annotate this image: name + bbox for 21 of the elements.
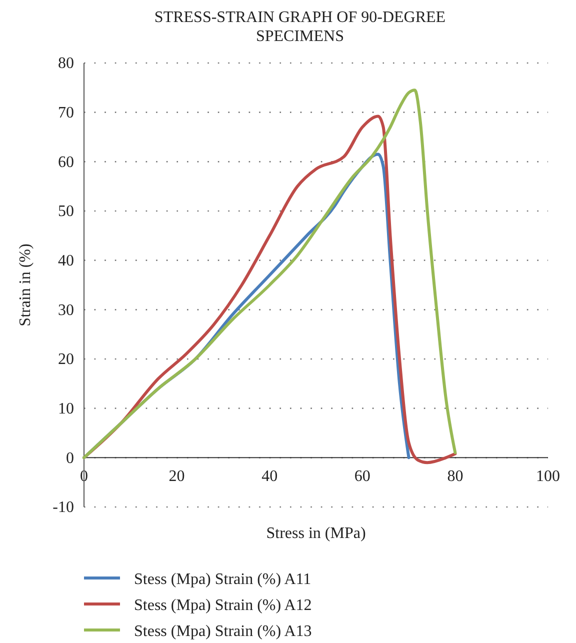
x-tick-label: 40 [262, 468, 278, 486]
legend-label: Stess (Mpa) Strain (%) A12 [134, 597, 312, 614]
y-tick-label: 50 [58, 203, 74, 220]
x-tick-label: 20 [168, 468, 185, 486]
x-tick-label: 80 [447, 468, 464, 486]
y-tick-label: 10 [58, 400, 74, 418]
y-tick-label: 70 [58, 104, 74, 122]
y-tick-label: 0 [66, 450, 74, 467]
y-tick-label: 80 [58, 55, 74, 72]
y-tick-label: 60 [58, 154, 74, 171]
y-tick-label: -10 [52, 499, 74, 516]
x-tick-label: 100 [536, 468, 560, 486]
legend-label: Stess (Mpa) Strain (%) A11 [134, 571, 312, 588]
y-axis-title: Strain in (%) [17, 244, 34, 326]
x-axis-title: Stress in (MPa) [266, 525, 366, 542]
y-tick-label: 30 [58, 302, 74, 319]
x-tick-label: 60 [354, 468, 370, 486]
y-tick-label: 40 [58, 252, 74, 270]
chart-title: STRESS-STRAIN GRAPH OF 90-DEGREE SPECIMENS [154, 9, 446, 46]
y-tick-label: 20 [58, 351, 74, 368]
legend-label: Stess (Mpa) Strain (%) A13 [134, 623, 312, 640]
